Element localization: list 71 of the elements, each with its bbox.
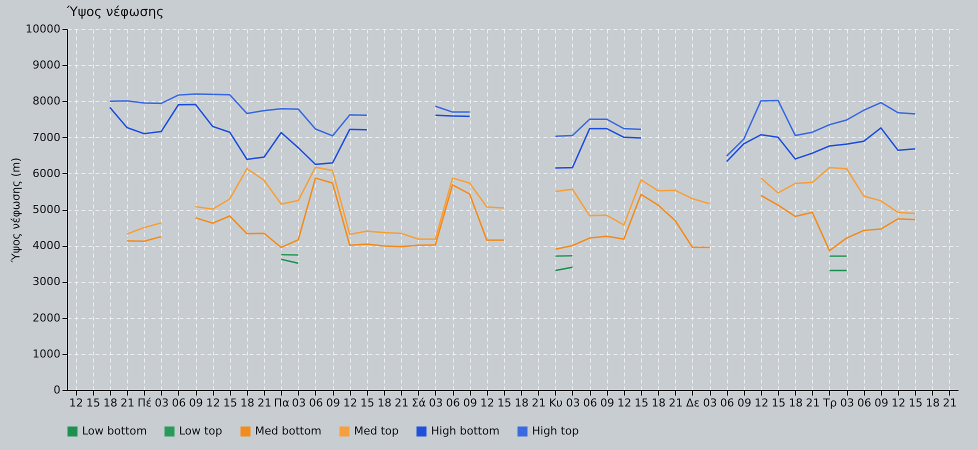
x-tick-label: 09 <box>326 396 340 410</box>
x-tick-label: Σά <box>412 396 426 410</box>
chart-title: Ύψος νέφωσης <box>66 5 164 20</box>
x-tick-label: 12 <box>754 396 768 410</box>
x-tick-label: 12 <box>343 396 358 410</box>
x-tick-label: 06 <box>172 396 186 410</box>
x-tick-label: 15 <box>908 396 923 410</box>
x-tick-label: Πέ <box>137 396 152 410</box>
legend-label: Low top <box>179 424 222 438</box>
x-tick-label: Πα <box>274 396 290 410</box>
x-tick-label: 18 <box>926 396 940 410</box>
x-tick-label: 15 <box>497 396 512 410</box>
y-tick-label: 1000 <box>32 347 60 360</box>
x-tick-label: 06 <box>720 396 734 410</box>
x-tick-label: 15 <box>634 396 649 410</box>
x-tick-label: 15 <box>360 396 374 410</box>
x-tick-label: 03 <box>703 396 718 410</box>
x-tick-label: 18 <box>240 396 254 410</box>
y-tick-label: 8000 <box>32 94 60 108</box>
y-tick-label: 7000 <box>32 130 60 144</box>
y-tick-label: 0 <box>54 384 60 396</box>
x-tick-label: 09 <box>874 396 888 410</box>
y-tick-label: 9000 <box>32 58 60 72</box>
y-tick-label: 6000 <box>32 166 60 180</box>
x-tick-label: 09 <box>600 396 614 410</box>
x-tick-label: 21 <box>668 396 683 410</box>
x-tick-label: 12 <box>617 396 632 410</box>
x-tick-label: 18 <box>377 396 392 410</box>
y-tick-label: 10000 <box>26 22 60 36</box>
x-tick-label: 21 <box>394 396 409 410</box>
x-tick-label: 12 <box>206 396 220 410</box>
legend-label: Med bottom <box>255 424 322 438</box>
x-tick-label: 15 <box>772 396 786 410</box>
y-tick-label: 5000 <box>32 203 60 216</box>
x-tick-label: Δε <box>686 396 700 410</box>
x-tick-label: 18 <box>652 396 666 410</box>
x-tick-label: 03 <box>566 396 580 410</box>
x-tick-label: 21 <box>258 396 272 410</box>
x-tick-label: 21 <box>532 396 546 410</box>
x-tick-label: 18 <box>514 396 529 410</box>
x-tick-label: 06 <box>857 396 872 410</box>
x-tick-label: 18 <box>103 396 118 410</box>
legend-label: High top <box>532 424 579 438</box>
legend-label: Low bottom <box>82 424 147 438</box>
y-tick-label: 3000 <box>32 275 60 288</box>
x-tick-label: 15 <box>223 396 238 410</box>
x-tick-label: 21 <box>120 396 134 410</box>
x-tick-label: 18 <box>788 396 803 410</box>
legend-label: Med top <box>354 424 399 438</box>
y-tick-label: 2000 <box>32 311 60 324</box>
x-tick-label: 06 <box>583 396 598 410</box>
x-tick-label: 03 <box>292 396 306 410</box>
x-tick-label: 09 <box>737 396 752 410</box>
x-tick-label: 03 <box>154 396 169 410</box>
x-tick-label: 12 <box>69 396 84 410</box>
x-tick-label: 21 <box>806 396 820 410</box>
x-tick-label: 03 <box>840 396 854 410</box>
x-tick-label: Τρ <box>822 396 837 410</box>
x-tick-label: 09 <box>189 396 204 410</box>
x-tick-label: 06 <box>446 396 460 410</box>
x-tick-label: 15 <box>86 396 100 410</box>
y-axis-title: Ύψος νέφωσης (m) <box>10 158 23 264</box>
legend-label: High bottom <box>431 424 500 438</box>
x-tick-label: 03 <box>428 396 443 410</box>
x-tick-label: 12 <box>892 396 906 410</box>
y-tick-label: 4000 <box>32 239 60 252</box>
x-tick-label: 12 <box>480 396 494 410</box>
x-tick-label: 09 <box>463 396 478 410</box>
x-tick-label: 06 <box>308 396 323 410</box>
x-tick-label: Κυ <box>549 396 563 410</box>
x-tick-label: 21 <box>942 396 957 410</box>
